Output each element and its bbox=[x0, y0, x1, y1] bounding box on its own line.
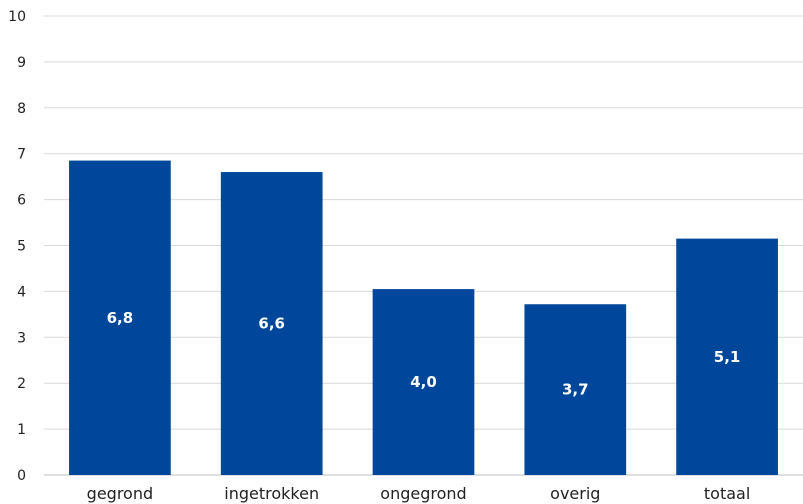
y-tick-label: 2 bbox=[17, 376, 26, 392]
y-tick-label: 1 bbox=[17, 422, 26, 438]
y-tick-label: 3 bbox=[17, 330, 26, 346]
data-label: 5,1 bbox=[714, 348, 741, 366]
data-label: 6,6 bbox=[258, 315, 285, 333]
data-labels: 6,8 6,6 4,0 3,7 5,1 bbox=[107, 309, 741, 399]
category-label: totaal bbox=[704, 484, 750, 503]
y-tick-label: 6 bbox=[17, 193, 26, 209]
bar-totaal bbox=[676, 238, 778, 475]
y-tick-label: 9 bbox=[17, 55, 26, 71]
y-tick-label: 0 bbox=[17, 468, 26, 484]
y-axis-tick-labels: 0 1 2 3 4 5 6 7 8 9 10 bbox=[8, 9, 26, 484]
y-tick-label: 8 bbox=[17, 101, 26, 117]
bar-overig bbox=[524, 304, 627, 475]
bar-layer bbox=[69, 160, 778, 475]
data-label: 3,7 bbox=[562, 381, 589, 399]
category-label: ongegrond bbox=[380, 484, 466, 503]
x-axis-category-labels: gegrond ingetrokken ongegrond overig totaal bbox=[87, 484, 751, 503]
bar-gegrond bbox=[69, 160, 171, 475]
data-label: 6,8 bbox=[107, 309, 134, 327]
y-tick-label: 10 bbox=[8, 9, 26, 25]
category-label: ingetrokken bbox=[224, 484, 319, 503]
bar-ongegrond bbox=[372, 289, 475, 475]
category-label: overig bbox=[550, 484, 600, 503]
category-label: gegrond bbox=[87, 484, 153, 503]
y-tick-label: 4 bbox=[17, 284, 26, 300]
data-label: 4,0 bbox=[410, 373, 437, 391]
y-tick-label: 7 bbox=[17, 147, 26, 163]
y-tick-label: 5 bbox=[17, 239, 26, 255]
bar-ingetrokken bbox=[220, 172, 323, 475]
